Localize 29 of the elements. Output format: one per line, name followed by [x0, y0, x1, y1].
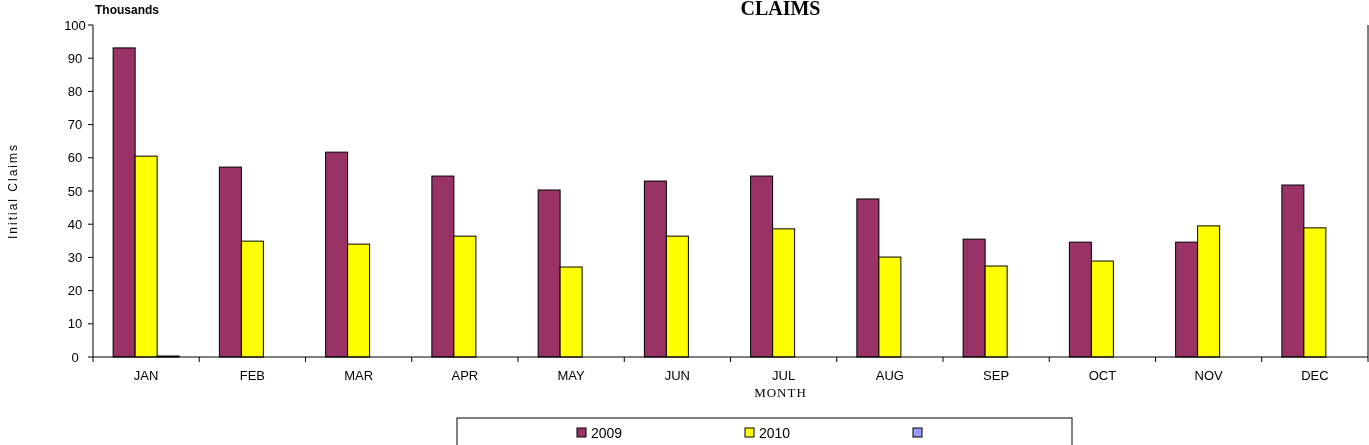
- x-tick-label: DEC: [1301, 368, 1329, 383]
- y-tick-label: 50: [67, 183, 83, 199]
- x-tick-label: JAN: [133, 368, 159, 383]
- x-axis-title: MONTH: [754, 385, 807, 400]
- x-tick-label: NOV: [1194, 368, 1224, 383]
- y-axis-title: Initial Claims: [6, 142, 20, 240]
- x-tick-label: AUG: [875, 368, 904, 383]
- x-tick-label: SEP: [983, 368, 1010, 383]
- x-tick-label: APR: [451, 368, 479, 383]
- y-tick-label: 70: [67, 117, 83, 133]
- x-tick-label: FEB: [239, 368, 266, 383]
- y-tick-label: 0: [71, 349, 79, 365]
- chart-title: CLAIMS: [740, 0, 821, 19]
- text: Thousands: [95, 3, 160, 17]
- x-tick-label: JUL: [772, 368, 796, 383]
- legend-label: 2010: [759, 425, 791, 441]
- legend-label: 2009: [591, 425, 623, 441]
- y-tick-label: 40: [67, 216, 83, 232]
- y-tick-label: 80: [67, 83, 83, 99]
- y-tick-label: 100: [64, 17, 86, 33]
- x-tick-label: JUN: [664, 368, 691, 383]
- x-tick-label: OCT: [1088, 368, 1117, 383]
- y-tick-label: 10: [67, 316, 83, 332]
- y-tick-label: 30: [67, 249, 83, 265]
- y-tick-label: 20: [67, 283, 83, 299]
- x-tick-label: MAR: [344, 368, 374, 383]
- y-tick-label: 90: [67, 50, 83, 66]
- y-tick-label: 60: [67, 150, 83, 166]
- x-tick-label: MAY: [557, 368, 586, 383]
